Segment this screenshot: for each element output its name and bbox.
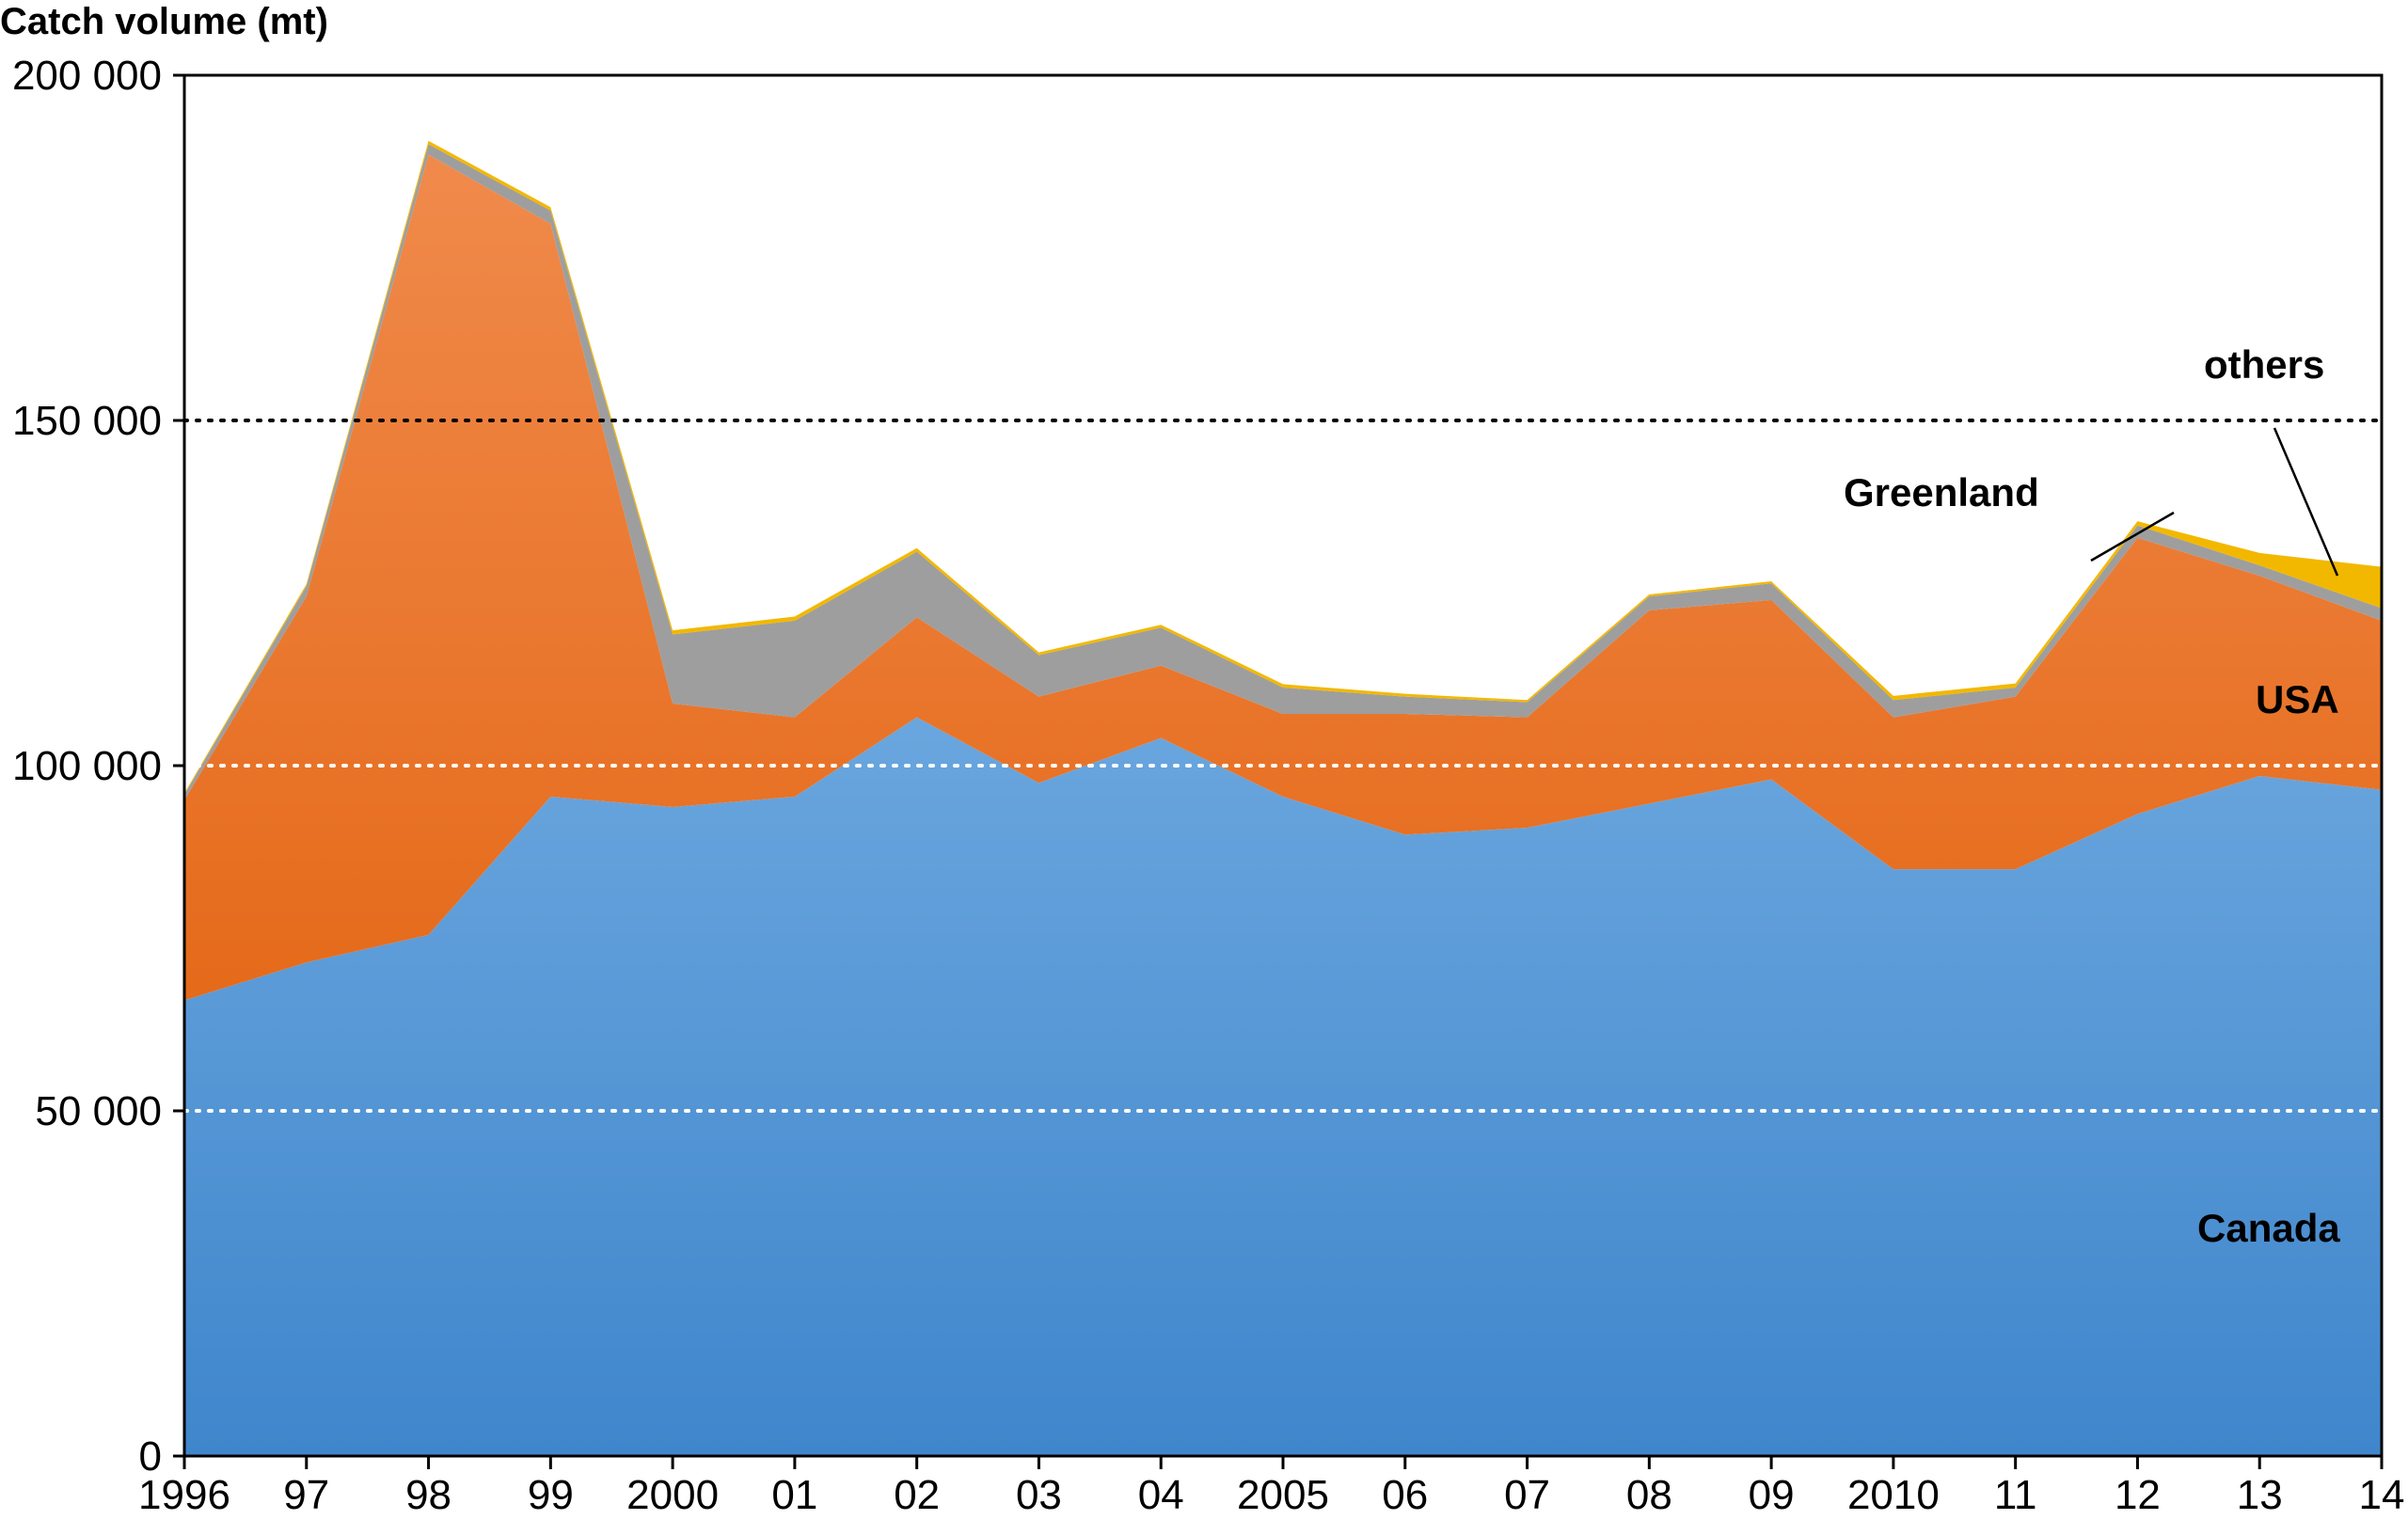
x-tick-label: 11 [1994, 1472, 2037, 1518]
y-tick-label: 100 000 [12, 743, 162, 789]
x-tick-label: 12 [2115, 1472, 2161, 1518]
usa-label: USA [2256, 677, 2339, 721]
x-tick-label: 08 [1626, 1472, 1672, 1518]
x-tick-label: 13 [2237, 1472, 2283, 1518]
x-axis-ticks: 1996 97 98 99 2000 01 02 03 04 2005 06 07 08 09 2010 11… [138, 1456, 2404, 1518]
x-tick-label: 03 [1016, 1472, 1062, 1518]
y-tick-label: 200 000 [12, 53, 162, 99]
x-tick-label: 99 [528, 1472, 574, 1518]
x-tick-label: 07 [1504, 1472, 1550, 1518]
areas-layer [184, 140, 2382, 1456]
x-tick-label: 97 [283, 1472, 329, 1518]
canada-label: Canada [2197, 1206, 2340, 1250]
x-tick-label: 14 [2359, 1472, 2405, 1518]
x-tick-label: 1996 [138, 1472, 230, 1518]
y-tick-label: 0 [139, 1433, 162, 1480]
gridlines [182, 419, 2384, 1113]
y-axis-ticks: 0 50 000 100 000 150 000 200 000 [12, 53, 184, 1480]
x-tick-label: 2010 [1847, 1472, 1940, 1518]
y-tick-label: 50 000 [35, 1088, 162, 1134]
x-tick-label: 98 [405, 1472, 452, 1518]
area-canada [184, 717, 2382, 1456]
area-greenland [184, 144, 2382, 800]
x-tick-label: 2000 [626, 1472, 719, 1518]
x-tick-label: 04 [1138, 1472, 1184, 1518]
x-tick-label: 02 [894, 1472, 940, 1518]
x-tick-label: 06 [1382, 1472, 1428, 1518]
greenland-leader-line [2090, 511, 2175, 562]
others-label: others [2204, 342, 2324, 387]
y-tick-label: 150 000 [12, 398, 162, 444]
x-tick-label: 01 [771, 1472, 817, 1518]
others-leader-line [2273, 427, 2339, 577]
x-tick-label: 09 [1749, 1472, 1795, 1518]
x-tick-label: 2005 [1237, 1472, 1329, 1518]
greenland-label: Greenland [1844, 470, 2039, 515]
area-usa [184, 154, 2382, 1001]
y-axis-title: Catch volume (mt) [0, 1, 328, 42]
